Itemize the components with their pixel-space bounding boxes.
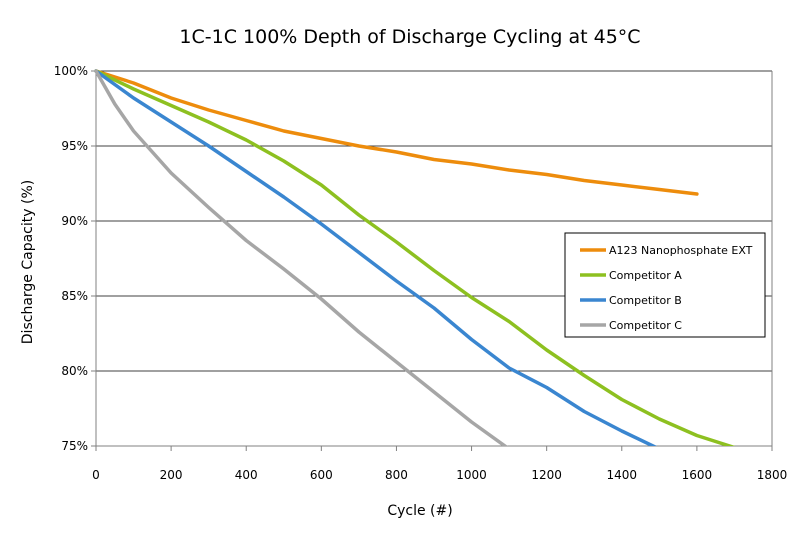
x-tick-label: 1200 <box>531 468 562 482</box>
x-tick-label: 0 <box>92 468 100 482</box>
y-tick-label: 80% <box>61 364 88 378</box>
x-tick-label: 200 <box>160 468 183 482</box>
series-lines <box>94 69 736 446</box>
y-axis-label: Discharge Capacity (%) <box>20 180 36 344</box>
y-tick-label: 75% <box>61 439 88 453</box>
x-tick-label: 1600 <box>682 468 713 482</box>
x-tick-label: 1000 <box>456 468 487 482</box>
legend-label: Competitor B <box>609 294 682 307</box>
axes: 75% 80% 85% 90% 95% 100% 0 200 400 600 800 1000 1200… <box>54 64 788 482</box>
series-line-3 <box>94 69 658 446</box>
x-tick-label: 1800 <box>757 468 788 482</box>
x-tick-label: 400 <box>235 468 258 482</box>
series-line-2 <box>94 69 736 446</box>
legend-label: Competitor A <box>609 269 682 282</box>
x-axis-label: Cycle (#) <box>387 503 452 519</box>
series-line-4 <box>94 69 508 446</box>
y-tick-label: 100% <box>54 64 88 78</box>
x-tick-label: 1400 <box>607 468 638 482</box>
chart-title: 1C-1C 100% Depth of Discharge Cycling at… <box>179 26 640 48</box>
legend-label: Competitor C <box>609 319 682 332</box>
y-tick-label: 95% <box>61 139 88 153</box>
series-line-1 <box>94 69 699 196</box>
x-tick-label: 600 <box>310 468 333 482</box>
y-tick-label: 90% <box>61 214 88 228</box>
x-tick-label: 800 <box>385 468 408 482</box>
y-tick-label: 85% <box>61 289 88 303</box>
legend: A123 Nanophosphate EXT Competitor A Compet… <box>564 232 766 338</box>
legend-label: A123 Nanophosphate EXT <box>609 244 753 257</box>
